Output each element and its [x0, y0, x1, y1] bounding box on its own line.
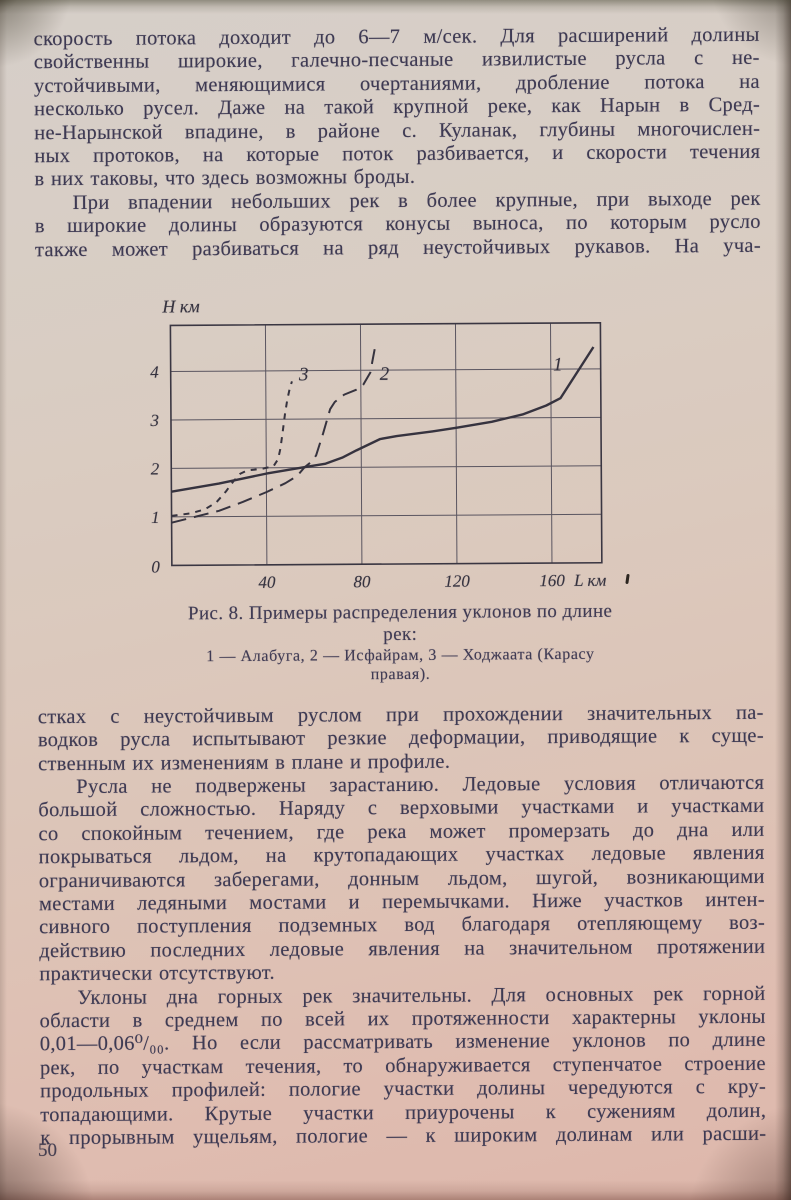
grid-line-vertical	[454, 323, 458, 564]
plot-border	[169, 321, 603, 567]
paragraph: скорость потока доходит до 6—7 м/сек. Дл…	[34, 24, 761, 192]
curve-2	[171, 348, 376, 524]
x-tick-label: 160	[539, 571, 565, 590]
grid-line-vertical	[359, 324, 363, 565]
figure-8: Н км 1 2 3 4 0 40 80 120 160 L км 1 2 3 Рис. 8. Приме…	[35, 294, 763, 686]
y-tick-label: 2	[151, 459, 160, 478]
text-line: водков русла испытывают резкие деформаци…	[37, 725, 764, 752]
text-line: действию последних ледовые явления на зн…	[39, 935, 766, 963]
curve-number-label: 3	[298, 364, 309, 385]
page-number: 50	[38, 1140, 57, 1161]
grid-line-horizontal	[171, 465, 602, 469]
grid-line-horizontal	[170, 416, 601, 421]
y-tick-label: 1	[151, 508, 160, 527]
slope-distribution-chart: Н км 1 2 3 4 0 40 80 120 160 L км 1 2 3	[138, 294, 640, 597]
grid-line-vertical	[549, 322, 553, 563]
y-tick-label: 4	[150, 362, 159, 381]
paragraph: стках с неустойчивым руслом при прохожде…	[38, 702, 764, 777]
curve-number-label: 2	[380, 364, 390, 385]
paragraph: При впадении небольших рек в более крупн…	[35, 188, 761, 263]
x-axis-label: L км	[573, 571, 606, 590]
curve-number-label: 1	[553, 354, 563, 375]
grid-line-horizontal	[171, 513, 602, 518]
y-tick-label: 3	[149, 411, 159, 430]
x-tick-label: 40	[258, 573, 276, 592]
text-line: также может разбиваться на ряд неустойчи…	[34, 234, 761, 261]
curve-3	[171, 380, 293, 517]
x-tick-label: 80	[353, 572, 371, 591]
figure-caption: Рис. 8. Примеры распределения уклонов по…	[37, 600, 763, 686]
text-line: ных протоков, на которые поток разбивает…	[34, 140, 761, 168]
x-tick-label: 120	[444, 571, 470, 590]
paragraph: Уклоны дна горных рек значительны. Для о…	[39, 982, 767, 1150]
figure-legend: правая).	[370, 665, 431, 684]
paragraph: Русла не подвержены зарастанию. Ледовые …	[38, 772, 765, 987]
y-axis-label: Н км	[161, 296, 200, 316]
page-content: скорость потока доходит до 6—7 м/сек. Дл…	[34, 24, 767, 1151]
text-line: к прорывным ущельям, пологие — к широким…	[40, 1122, 767, 1150]
grid-line-vertical	[264, 324, 268, 565]
origin-tick-label: 0	[151, 557, 160, 576]
